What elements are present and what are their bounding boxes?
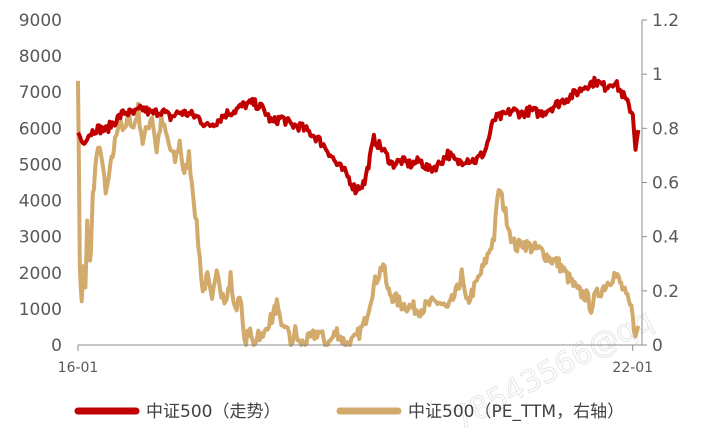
series-line-index xyxy=(76,75,641,196)
right-axis-tick-label: 1 xyxy=(652,65,663,85)
left-axis-tick-label: 4000 xyxy=(19,192,62,212)
legend-label: 中证500（PE_TTM，右轴） xyxy=(408,402,624,422)
left-axis-tick-label: 7000 xyxy=(19,83,62,103)
left-axis-tick-label: 3000 xyxy=(19,228,62,248)
right-axis-tick-label: 0 xyxy=(652,336,663,356)
x-axis-tick-label: 22-01 xyxy=(612,360,653,376)
right-axis-tick-label: 0.4 xyxy=(652,228,679,248)
series-line-pe xyxy=(76,80,641,347)
left-axis-tick-label: 8000 xyxy=(19,47,62,67)
left-axis-tick-label: 0 xyxy=(51,336,62,356)
axes: 0 1000 2000 3000 4000 5000 6000 7000 8000 9000 0 0.… xyxy=(19,11,679,376)
legend: 中证500（走势） 中证500（PE_TTM，右轴） xyxy=(74,402,624,422)
left-axis-tick-label: 9000 xyxy=(19,11,62,31)
left-axis-tick-label: 6000 xyxy=(19,119,62,139)
right-axis-tick-label: 0.6 xyxy=(652,174,679,194)
legend-label: 中证500（走势） xyxy=(146,402,280,422)
left-axis-tick-label: 2000 xyxy=(19,264,62,284)
x-axis-tick-label: 16-01 xyxy=(58,360,99,376)
left-axis-tick-label: 5000 xyxy=(19,155,62,175)
series-layer xyxy=(76,75,641,347)
left-axis-tick-label: 1000 xyxy=(19,300,62,320)
right-axis-tick-label: 0.8 xyxy=(652,119,679,139)
right-axis-tick-label: 0.2 xyxy=(652,282,679,302)
right-axis-tick-label: 1.2 xyxy=(652,11,679,31)
